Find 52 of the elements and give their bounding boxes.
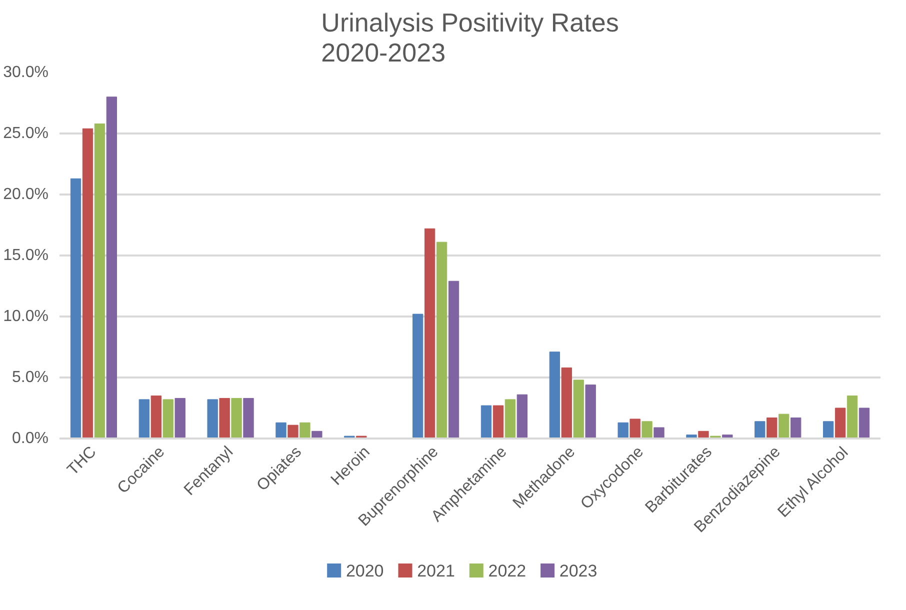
bar [585, 384, 596, 438]
chart-title: Urinalysis Positivity Rates 2020-2023 [321, 8, 619, 68]
y-tick-label: 20.0% [3, 186, 49, 203]
bar [573, 380, 584, 438]
bar [654, 427, 664, 438]
bar [207, 399, 218, 438]
legend-label: 2021 [417, 562, 455, 580]
bar [276, 422, 286, 438]
bar [822, 421, 834, 438]
bar [174, 398, 186, 438]
bar [219, 398, 230, 438]
bar [549, 352, 560, 438]
bar [778, 414, 790, 438]
bar [448, 280, 460, 438]
y-tick-label: 25.0% [3, 125, 49, 142]
y-tick-label: 5.0% [12, 369, 48, 386]
bar [94, 123, 106, 438]
bar [424, 228, 436, 438]
bar [618, 422, 628, 438]
bar [504, 399, 516, 438]
bar [412, 314, 424, 438]
bar [642, 421, 652, 438]
bar [834, 408, 846, 438]
bar [231, 398, 242, 438]
bar [480, 405, 492, 438]
legend-label: 2022 [488, 562, 526, 580]
bar [150, 396, 162, 438]
bar [516, 394, 528, 438]
y-tick-label: 15.0% [3, 247, 49, 264]
legend-label: 2020 [346, 562, 384, 580]
bar [492, 405, 504, 438]
bar [790, 418, 802, 438]
bar [561, 367, 572, 438]
bar [243, 398, 254, 438]
bar [754, 421, 766, 438]
bar [858, 408, 870, 438]
bar [630, 418, 640, 438]
bar [846, 396, 858, 438]
bar [138, 399, 150, 438]
bar [300, 422, 310, 438]
y-tick-label: 10.0% [3, 308, 49, 325]
bar [766, 418, 778, 438]
bar [82, 128, 94, 438]
bar [106, 96, 118, 438]
x-tick-label: THC [64, 443, 100, 479]
legend-label: 2023 [559, 562, 598, 580]
bar [436, 242, 448, 438]
y-tick-label: 30.0% [3, 64, 49, 81]
bar [288, 424, 298, 438]
y-tick-label: 0.0% [12, 430, 48, 447]
bar [70, 178, 82, 438]
bar [162, 399, 174, 438]
